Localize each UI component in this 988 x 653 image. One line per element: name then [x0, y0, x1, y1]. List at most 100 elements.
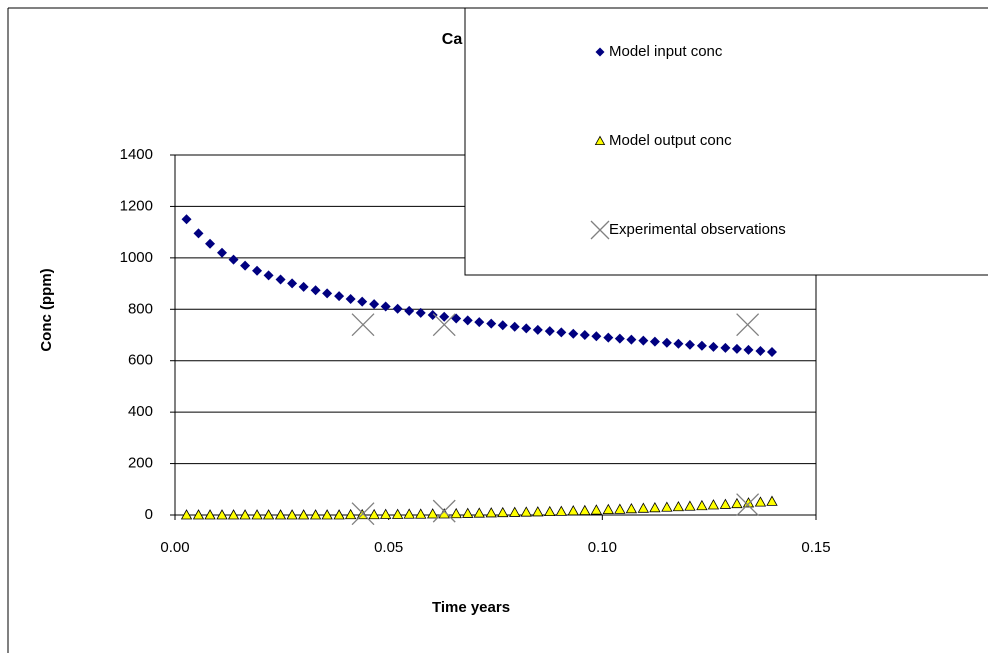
point [427, 508, 439, 519]
point [568, 328, 579, 339]
point [719, 498, 732, 509]
point [474, 317, 485, 328]
point [204, 509, 216, 520]
chart-title: Ca [442, 31, 463, 48]
x-tick-label: 0.00 [160, 539, 189, 556]
point [473, 507, 485, 518]
point [251, 509, 263, 520]
point [556, 327, 567, 338]
point [274, 509, 287, 520]
point [579, 504, 591, 516]
point [227, 509, 240, 520]
point [322, 288, 333, 299]
point [462, 315, 473, 326]
point [344, 508, 357, 520]
x-axis-title: Time years [432, 599, 510, 616]
point [603, 332, 614, 343]
point [509, 506, 521, 517]
point [333, 509, 345, 520]
legend-label: Model output conc [609, 132, 732, 149]
point [590, 504, 603, 515]
point [696, 340, 707, 351]
point [497, 506, 509, 518]
y-tick-label: 600 [128, 352, 153, 369]
x-tick-label: 0.10 [588, 539, 617, 556]
point [591, 331, 602, 342]
point [649, 501, 661, 513]
point [404, 305, 415, 316]
point [439, 311, 450, 322]
point [736, 493, 760, 517]
point [427, 309, 438, 320]
point [661, 501, 673, 512]
legend-marker [594, 135, 606, 145]
x-tick-label: 0.05 [374, 539, 403, 556]
point [720, 342, 731, 353]
point [532, 506, 544, 517]
point [309, 509, 322, 520]
point [555, 505, 567, 516]
point [379, 508, 392, 519]
point [334, 291, 345, 302]
point [707, 499, 720, 510]
point [731, 497, 743, 509]
legend: Model input conc Model output conc Experim… [464, 7, 988, 276]
point [380, 301, 391, 312]
point [696, 499, 708, 511]
y-tick-label: 1200 [120, 197, 153, 214]
point [673, 338, 684, 349]
point [626, 334, 637, 345]
legend-label: Model input conc [609, 43, 723, 60]
point [579, 330, 590, 340]
point [415, 508, 427, 519]
point [192, 509, 205, 520]
point [391, 508, 404, 519]
y-tick-label: 800 [128, 300, 153, 317]
point [649, 336, 660, 347]
point [485, 507, 497, 518]
y-tick-label: 1400 [120, 146, 153, 163]
point [298, 281, 309, 292]
y-tick-label: 1000 [120, 249, 153, 266]
x-tick-label: 0.15 [801, 539, 830, 556]
point [450, 507, 462, 519]
point [193, 228, 204, 239]
point [637, 502, 650, 513]
legend-marker [595, 47, 605, 57]
point [684, 339, 695, 350]
point [736, 313, 760, 337]
point [638, 335, 649, 346]
point [369, 299, 380, 310]
point [766, 346, 777, 357]
point [672, 500, 685, 512]
point [754, 496, 767, 507]
point [228, 254, 239, 265]
point [180, 509, 193, 520]
point [486, 318, 497, 329]
point [297, 509, 310, 520]
point [743, 344, 754, 355]
point [240, 260, 251, 271]
point [392, 303, 403, 314]
point [432, 313, 456, 337]
point [731, 343, 742, 354]
point [509, 321, 520, 332]
point [263, 270, 274, 281]
point [252, 265, 263, 276]
point [614, 503, 626, 514]
point [262, 509, 275, 520]
point [766, 495, 778, 506]
point [287, 278, 298, 289]
point [368, 508, 380, 520]
point [205, 238, 216, 249]
point [286, 509, 298, 520]
y-tick-label: 200 [128, 455, 153, 472]
point [520, 506, 532, 517]
point [625, 503, 638, 514]
point [567, 505, 579, 516]
point [216, 509, 228, 520]
point [432, 499, 456, 523]
point [684, 500, 696, 511]
legend-box [464, 7, 988, 276]
